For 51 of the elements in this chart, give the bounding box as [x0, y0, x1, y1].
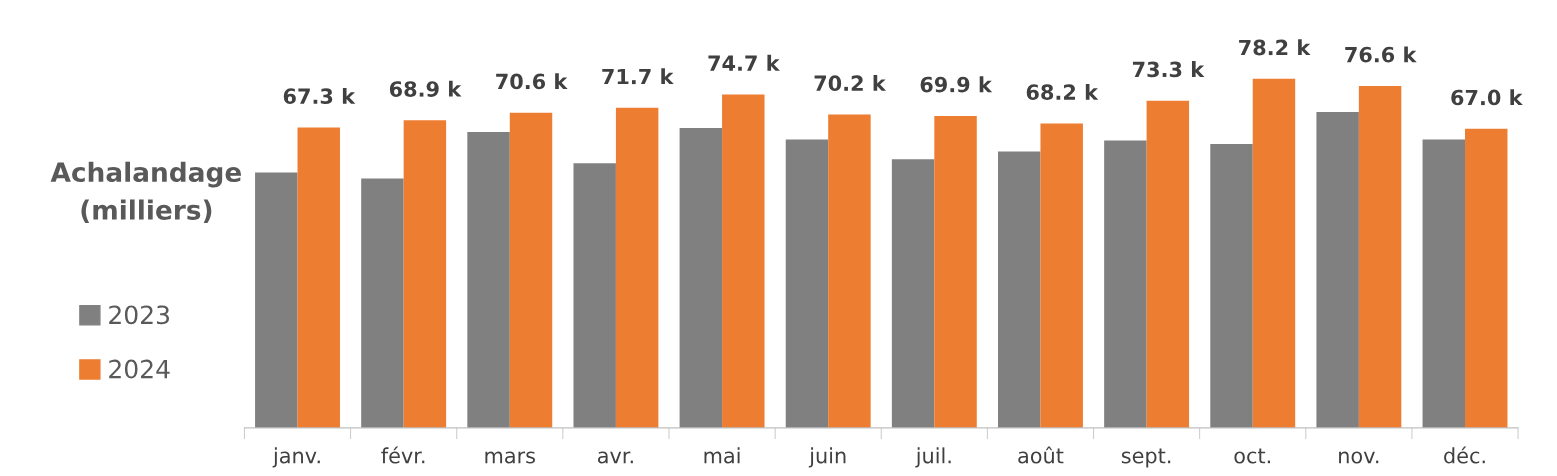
bar: [828, 114, 871, 428]
bar: [722, 94, 765, 428]
x-tick-label: avr.: [597, 451, 633, 464]
data-label: 76.6 k: [1345, 46, 1417, 63]
x-tick-label: juil.: [915, 447, 951, 468]
x-tick-label: nov.: [1339, 451, 1379, 464]
bar: [679, 127, 723, 428]
legend-label: 2023: [109, 305, 169, 325]
bar: [361, 178, 404, 428]
bar: [891, 159, 935, 428]
x-tick-label: mars: [485, 451, 536, 464]
data-label: 78.2 k: [1239, 39, 1311, 56]
bar: [573, 163, 616, 428]
bar: [255, 172, 298, 428]
data-label: 68.2 k: [1026, 83, 1099, 101]
y-axis-title: Achalandage (milliers): [50, 161, 241, 223]
x-tick-label: juin: [808, 447, 846, 468]
data-label: 67.0 k: [1451, 89, 1523, 106]
bar: [1316, 111, 1359, 428]
bar: [1422, 139, 1466, 428]
x-tick-label: oct.: [1234, 448, 1270, 464]
bar: [1040, 123, 1083, 428]
x-tick-label: déc.: [1444, 446, 1485, 464]
bar: [1358, 86, 1402, 428]
bar: [1146, 100, 1190, 428]
data-label: 70.2 k: [814, 74, 887, 92]
data-label: 71.7 k: [602, 68, 674, 85]
bar: [467, 131, 510, 428]
data-label: 70.6 k: [496, 73, 568, 90]
bar: [998, 151, 1041, 428]
bar: [1465, 128, 1508, 428]
bar: [509, 112, 553, 428]
x-tick-label: mai: [704, 447, 740, 464]
bar: [297, 127, 340, 428]
x-tick-label: févr.: [381, 446, 425, 464]
bar: [1104, 140, 1147, 428]
bar: [934, 115, 977, 428]
bar: [1252, 78, 1296, 428]
data-label: 74.7 k: [708, 54, 780, 71]
data-label: 73.3 k: [1132, 61, 1205, 78]
data-label: 69.9 k: [920, 76, 993, 93]
data-label: 67.3 k: [283, 87, 356, 105]
x-tick-label: janv.: [272, 447, 320, 468]
bar: [785, 139, 829, 428]
bar: [615, 107, 659, 428]
legend-label: 2024: [109, 359, 170, 379]
bar: [403, 120, 447, 428]
x-tick-label: sept.: [1121, 448, 1171, 468]
bar: [1210, 144, 1253, 428]
data-label: 68.9 k: [389, 80, 462, 97]
x-tick-label: août: [1018, 446, 1064, 464]
